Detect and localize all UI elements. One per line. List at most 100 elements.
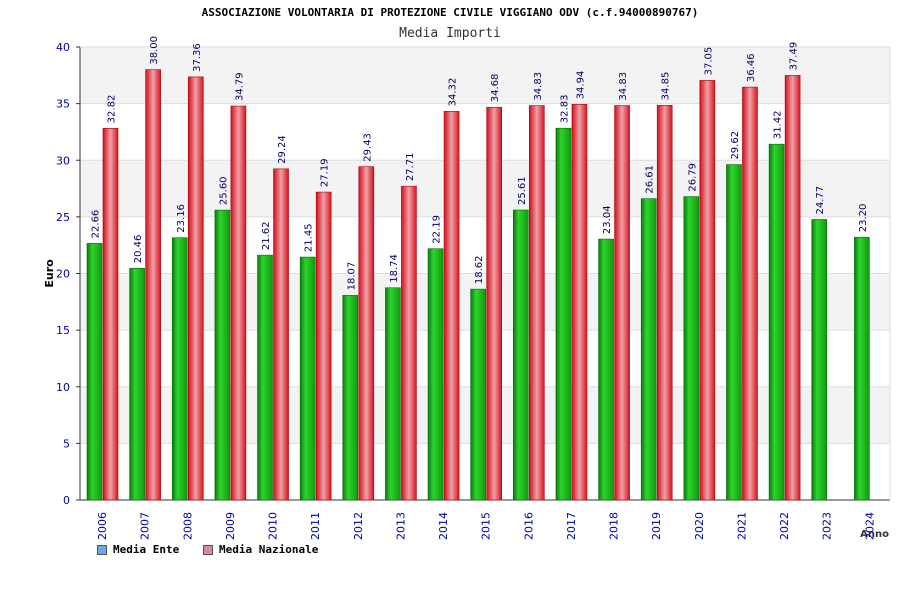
bar-media-ente [768,143,785,501]
y-tick-label: 5 [63,437,70,450]
bar-media-nazionale [443,111,460,501]
data-label-media-ente: 23.04 [602,205,613,234]
data-label-media-ente: 22.19 [432,215,443,244]
bar-media-ente [470,288,486,501]
data-label-media-ente: 18.07 [346,262,357,291]
bar-media-ente [513,209,529,501]
data-label-media-ente: 18.62 [474,255,485,284]
bar-media-nazionale [614,105,630,501]
bar-media-ente [640,198,657,501]
data-label-media-ente: 23.20 [858,204,869,233]
bar-media-nazionale [187,76,204,501]
bar-media-ente [385,287,401,501]
x-tick-label: 2013 [394,512,407,540]
x-tick-label: 2019 [650,512,663,540]
x-tick-label: 2011 [309,512,322,540]
data-label-media-nazionale: 38.00 [149,36,160,65]
chart-title: ASSOCIAZIONE VOLONTARIA DI PROTEZIONE CI… [201,6,699,19]
data-label-media-nazionale: 34.83 [533,72,544,101]
bar-media-nazionale [571,104,588,501]
data-label-media-nazionale: 37.49 [789,42,800,71]
data-label-media-nazionale: 34.68 [490,74,501,103]
bar-media-nazionale [358,166,375,501]
bar-media-ente [427,248,444,501]
data-label-media-nazionale: 27.71 [405,153,416,182]
bar-media-ente [299,256,316,501]
data-label-media-ente: 26.61 [645,165,656,194]
data-label-media-ente: 25.60 [218,176,229,205]
data-label-media-ente: 24.77 [815,186,826,215]
x-tick-label: 2024 [863,512,876,540]
bar-media-ente [811,219,828,501]
data-label-media-ente: 23.16 [176,204,187,233]
data-label-media-nazionale: 34.32 [448,78,459,107]
x-tick-label: 2012 [352,512,365,540]
data-label-media-nazionale: 34.79 [234,72,245,101]
data-label-media-ente: 21.62 [261,222,272,251]
x-tick-label: 2023 [821,512,834,540]
bar-media-nazionale [315,191,332,501]
bar-media-ente [257,254,273,501]
data-label-media-ente: 22.66 [91,210,102,239]
data-label-media-ente: 20.46 [133,235,144,264]
data-label-media-nazionale: 37.36 [192,43,203,72]
y-tick-label: 15 [56,324,70,337]
data-label-media-nazionale: 32.82 [107,95,118,124]
legend-swatch-ente [97,544,107,555]
y-tick-label: 0 [63,494,70,507]
data-label-media-nazionale: 34.83 [618,72,629,101]
legend-swatch-nazionale [203,544,213,555]
legend-item-nazionale: Media Nazionale [203,543,318,556]
data-label-media-nazionale: 34.85 [661,72,672,101]
bar-media-nazionale [784,75,801,501]
chart-subtitle: Media Importi [399,26,501,41]
data-label-media-nazionale: 27.19 [320,158,331,187]
data-label-media-nazionale: 29.24 [277,135,288,164]
x-tick-label: 2020 [693,512,706,540]
x-tick-label: 2018 [608,512,621,540]
data-label-media-ente: 26.79 [687,163,698,192]
bar-media-nazionale [486,106,502,501]
bar-media-nazionale [529,105,545,501]
data-label-media-ente: 31.42 [773,111,784,140]
data-label-media-ente: 18.74 [389,254,400,283]
bar-media-ente [86,243,103,501]
bar-media-nazionale [102,128,119,501]
legend-item-ente: Media Ente [97,543,179,556]
x-tick-label: 2022 [778,512,791,540]
x-tick-label: 2014 [437,512,450,540]
x-tick-label: 2009 [224,512,237,540]
bar-media-ente [726,164,742,501]
y-tick-label: 10 [56,381,70,394]
data-label-media-ente: 29.62 [730,131,741,160]
x-tick-label: 2007 [139,512,152,540]
legend-label-ente: Media Ente [113,543,180,556]
y-tick-label: 30 [56,154,70,167]
bar-media-ente [555,127,572,501]
bar-media-nazionale [230,105,247,501]
y-tick-label: 25 [56,211,70,224]
bar-media-ente [683,196,700,501]
x-tick-label: 2008 [181,512,194,540]
legend-label-nazionale: Media Nazionale [219,543,319,556]
data-label-media-nazionale: 34.94 [575,71,586,100]
bar-media-nazionale [273,168,289,501]
x-tick-label: 2006 [96,512,109,540]
bar-media-ente [854,236,870,501]
bar-media-nazionale [699,80,716,501]
x-tick-label: 2016 [522,512,535,540]
y-tick-label: 20 [56,268,70,281]
bar-media-nazionale [401,185,417,501]
data-label-media-ente: 32.83 [559,95,570,124]
x-tick-label: 2017 [565,512,578,540]
bar-media-ente [342,295,359,501]
data-label-media-nazionale: 37.05 [703,47,714,76]
bar-media-ente [171,237,188,501]
y-tick-label: 35 [56,98,70,111]
y-tick-label: 40 [56,41,70,54]
bar-media-nazionale [656,105,673,501]
bar-media-ente [214,209,231,501]
x-tick-label: 2015 [480,512,493,540]
x-axis-label: Anno [860,529,889,540]
